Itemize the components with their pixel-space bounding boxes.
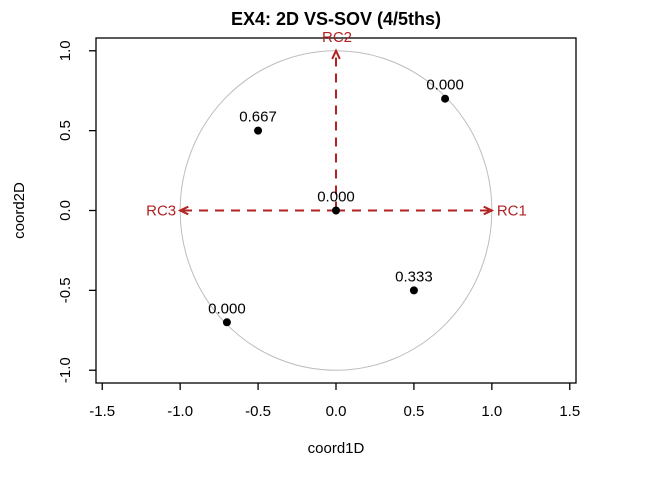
x-axis-tick-label: 1.5 — [559, 403, 580, 420]
y-axis-label: coord2D — [11, 182, 28, 239]
arrow-label-rc3: RC3 — [146, 203, 176, 220]
arrow-label-rc1: RC1 — [497, 203, 527, 220]
y-axis-tick-label: 0.5 — [57, 120, 74, 141]
arrow-head-rc1 — [483, 205, 495, 216]
y-axis-tick-label: 0.0 — [57, 200, 74, 221]
arrow-label-rc2: RC2 — [322, 29, 352, 46]
point-label: 0.333 — [395, 268, 433, 285]
point-label: 0.000 — [426, 77, 464, 94]
data-point — [441, 94, 450, 103]
x-axis-label: coord1D — [308, 440, 365, 457]
y-axis-tick-label: -0.5 — [57, 277, 74, 303]
x-axis-tick-label: -1.5 — [89, 403, 115, 420]
data-point — [409, 286, 418, 295]
data-point — [332, 206, 340, 215]
x-axis-tick-label: -0.5 — [245, 403, 271, 420]
arrow-head-rc3 — [177, 205, 189, 216]
x-axis-tick-label: 1.0 — [481, 403, 502, 420]
point-label: 0.000 — [208, 300, 246, 317]
x-axis-tick-label: -1.0 — [167, 403, 193, 420]
data-point — [254, 126, 263, 135]
data-point — [222, 318, 231, 327]
x-axis-tick-label: 0.0 — [326, 403, 347, 420]
y-axis-tick-label: -1.0 — [57, 357, 74, 383]
point-label: 0.667 — [239, 109, 277, 126]
point-label: 0.000 — [317, 189, 355, 206]
y-axis-tick-label: 1.0 — [57, 40, 74, 61]
plot-title: EX4: 2D VS-SOV (4/5ths) — [231, 9, 441, 29]
plot-content: -1.5 -1.0 -0.5 0.0 0.5 1.0 1.5 -1.0 -0.5 0.0 0.5 1.… — [57, 29, 580, 420]
x-axis-tick-label: 0.5 — [403, 403, 424, 420]
arrow-head-rc2 — [331, 48, 341, 60]
